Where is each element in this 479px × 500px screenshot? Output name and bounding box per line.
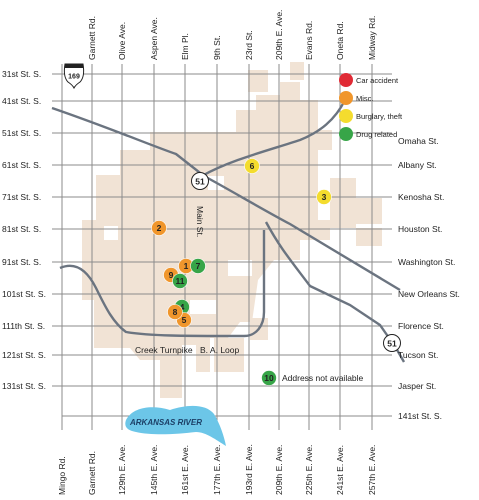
arkansas-river	[125, 405, 226, 446]
street-labels-left: 31st St. S. 41st St. S. 51st St. S. 61st St…	[2, 69, 46, 391]
incident-number: 4	[180, 302, 185, 312]
avenue-label-top: 23rd St.	[244, 30, 254, 60]
street-label-right: Washington St.	[398, 257, 455, 267]
highway-51-north	[201, 99, 347, 178]
avenue-label-top: Aspen Ave.	[149, 17, 159, 60]
street-labels-right: Omaha St. Albany St. Kenosha St. Houston St…	[398, 136, 460, 421]
avenue-label-bottom: 225th E. Ave.	[304, 445, 314, 495]
svg-text:51: 51	[195, 177, 205, 187]
street-label: 51st St. S.	[2, 128, 41, 138]
street-label: 101st St. S.	[2, 289, 46, 299]
street-label: 81st St. S.	[2, 224, 41, 234]
avenue-labels-bottom: Mingo Rd. Garnett Rd. 129th E. Ave. 145th E…	[57, 444, 377, 495]
avenue-label-bottom: 161st E. Ave.	[180, 445, 190, 495]
legend-swatch	[339, 127, 353, 141]
street-label-right: 141st St. S.	[398, 411, 442, 421]
legend-label: Car accident	[356, 76, 399, 85]
avenue-label-top: Olive Ave.	[117, 22, 127, 60]
street-label: 131st St. S.	[2, 381, 46, 391]
incident-7[interactable]: 7	[190, 258, 206, 274]
highway-51-south	[264, 221, 406, 363]
address-note: Address not available	[282, 373, 364, 383]
incident-markers: 1 2 3 4 5 6 7 8 9 10 11	[151, 158, 332, 386]
street-label-right: Kenosha St.	[398, 192, 444, 202]
highways	[51, 99, 406, 363]
avenue-label-top: 9th St.	[212, 35, 222, 60]
avenue-label-top: Elm Pl.	[180, 33, 190, 60]
main-street-label: Main St.	[195, 206, 205, 237]
avenue-label-top: Garnett Rd.	[87, 16, 97, 60]
legend-swatch	[339, 109, 353, 123]
creek-turnpike	[59, 230, 266, 338]
incident-2[interactable]: 2	[151, 220, 167, 236]
incident-number: 11	[176, 276, 185, 286]
legend-swatch	[339, 73, 353, 87]
incident-8[interactable]: 8	[167, 304, 183, 320]
incident-number: 1	[184, 261, 189, 271]
route-51-shield-top: 51	[191, 172, 209, 190]
street-label: 61st St. S.	[2, 160, 41, 170]
street-label-right: Jasper St.	[398, 381, 436, 391]
street-label-right: Omaha St.	[398, 136, 439, 146]
incident-number: 5	[182, 315, 187, 325]
incident-number: 6	[250, 161, 255, 171]
legend-label: Drug related	[356, 130, 397, 139]
avenue-label-bottom: Mingo Rd.	[57, 456, 67, 495]
incident-3[interactable]: 3	[316, 189, 332, 205]
legend: Car accident Misc. Burglary, theft Drug rel…	[339, 73, 403, 141]
river-label: ARKANSAS RIVER	[129, 418, 202, 427]
street-label-right: Houston St.	[398, 224, 442, 234]
avenue-label-top: Oneta Rd.	[335, 21, 345, 60]
creek-turnpike-label: Creek Turnpike	[135, 345, 193, 355]
street-label: 111th St. S.	[2, 321, 45, 331]
incident-11[interactable]: 11	[172, 273, 188, 289]
avenue-label-bottom: 129th E. Ave.	[117, 445, 127, 495]
incident-10[interactable]: 10	[261, 370, 277, 386]
incident-number: 7	[196, 261, 201, 271]
avenue-label-top: Midway Rd.	[367, 16, 377, 60]
avenue-labels-top: Garnett Rd. Olive Ave. Aspen Ave. Elm Pl. 9t…	[87, 10, 377, 60]
route-51-shield-bottom: 51	[383, 334, 401, 352]
street-label: 31st St. S.	[2, 69, 41, 79]
svg-text:51: 51	[387, 339, 397, 349]
avenue-label-bottom: 209th E. Ave.	[274, 445, 284, 495]
incident-6[interactable]: 6	[244, 158, 260, 174]
avenue-label-top: Evans Rd.	[304, 21, 314, 60]
avenue-label-bottom: 145th E. Ave.	[149, 445, 159, 495]
avenue-label-bottom: 241st E. Ave.	[335, 445, 345, 495]
avenue-label-bottom: Garnett Rd.	[87, 451, 97, 495]
street-label: 91st St. S.	[2, 257, 41, 267]
street-label-right: Albany St.	[398, 160, 437, 170]
street-label-right: New Orleans St.	[398, 289, 460, 299]
ba-loop-label: B. A. Loop	[200, 345, 239, 355]
street-label-right: Tucson St.	[398, 350, 438, 360]
us-169-shield: 169	[63, 63, 85, 90]
street-grid	[52, 64, 392, 430]
avenue-label-bottom: 193rd E. Ave.	[244, 444, 254, 495]
city-area	[82, 62, 382, 398]
incident-number: 3	[322, 192, 327, 202]
incident-number: 10	[264, 373, 274, 383]
svg-text:169: 169	[68, 74, 80, 81]
street-label-right: Florence St.	[398, 321, 444, 331]
street-label: 41st St. S.	[2, 96, 41, 106]
avenue-label-bottom: 257th E. Ave.	[367, 445, 377, 495]
highway-northwest	[51, 106, 401, 292]
street-label: 71st St. S.	[2, 192, 41, 202]
incident-number: 9	[169, 270, 174, 280]
incident-number: 2	[157, 223, 162, 233]
incident-number: 8	[173, 307, 178, 317]
legend-label: Misc.	[356, 94, 374, 103]
legend-label: Burglary, theft	[356, 112, 403, 121]
street-label: 121st St. S.	[2, 350, 46, 360]
avenue-label-bottom: 177th E. Ave.	[212, 445, 222, 495]
avenue-label-top: 209th E. Ave.	[274, 10, 284, 60]
legend-swatch	[339, 91, 353, 105]
